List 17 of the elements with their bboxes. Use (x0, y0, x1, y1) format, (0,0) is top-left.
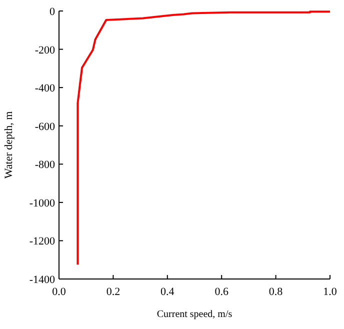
x-tick-label: 0.4 (160, 286, 175, 298)
y-tick-label: -1400 (29, 274, 56, 286)
x-tick-label: 0.2 (106, 286, 120, 298)
x-tick-label: 1.0 (323, 286, 338, 298)
y-tick-label: -800 (34, 159, 56, 172)
y-tick-label: 0 (50, 6, 56, 18)
x-axis-title: Current speed, m/s (156, 309, 232, 320)
y-tick-label: -1200 (29, 236, 56, 248)
y-tick-label: -200 (34, 44, 56, 56)
y-axis-title: Water depth, m (3, 110, 15, 179)
line-series (76, 10, 331, 266)
x-tick-label: 0.0 (52, 286, 66, 298)
y-tick-label: -600 (34, 120, 56, 133)
y-tick-label: -1000 (29, 197, 56, 210)
x-tick-label: 0.8 (268, 286, 284, 298)
y-tick-label: -400 (34, 82, 56, 95)
x-tick-label: 0.6 (214, 286, 229, 298)
